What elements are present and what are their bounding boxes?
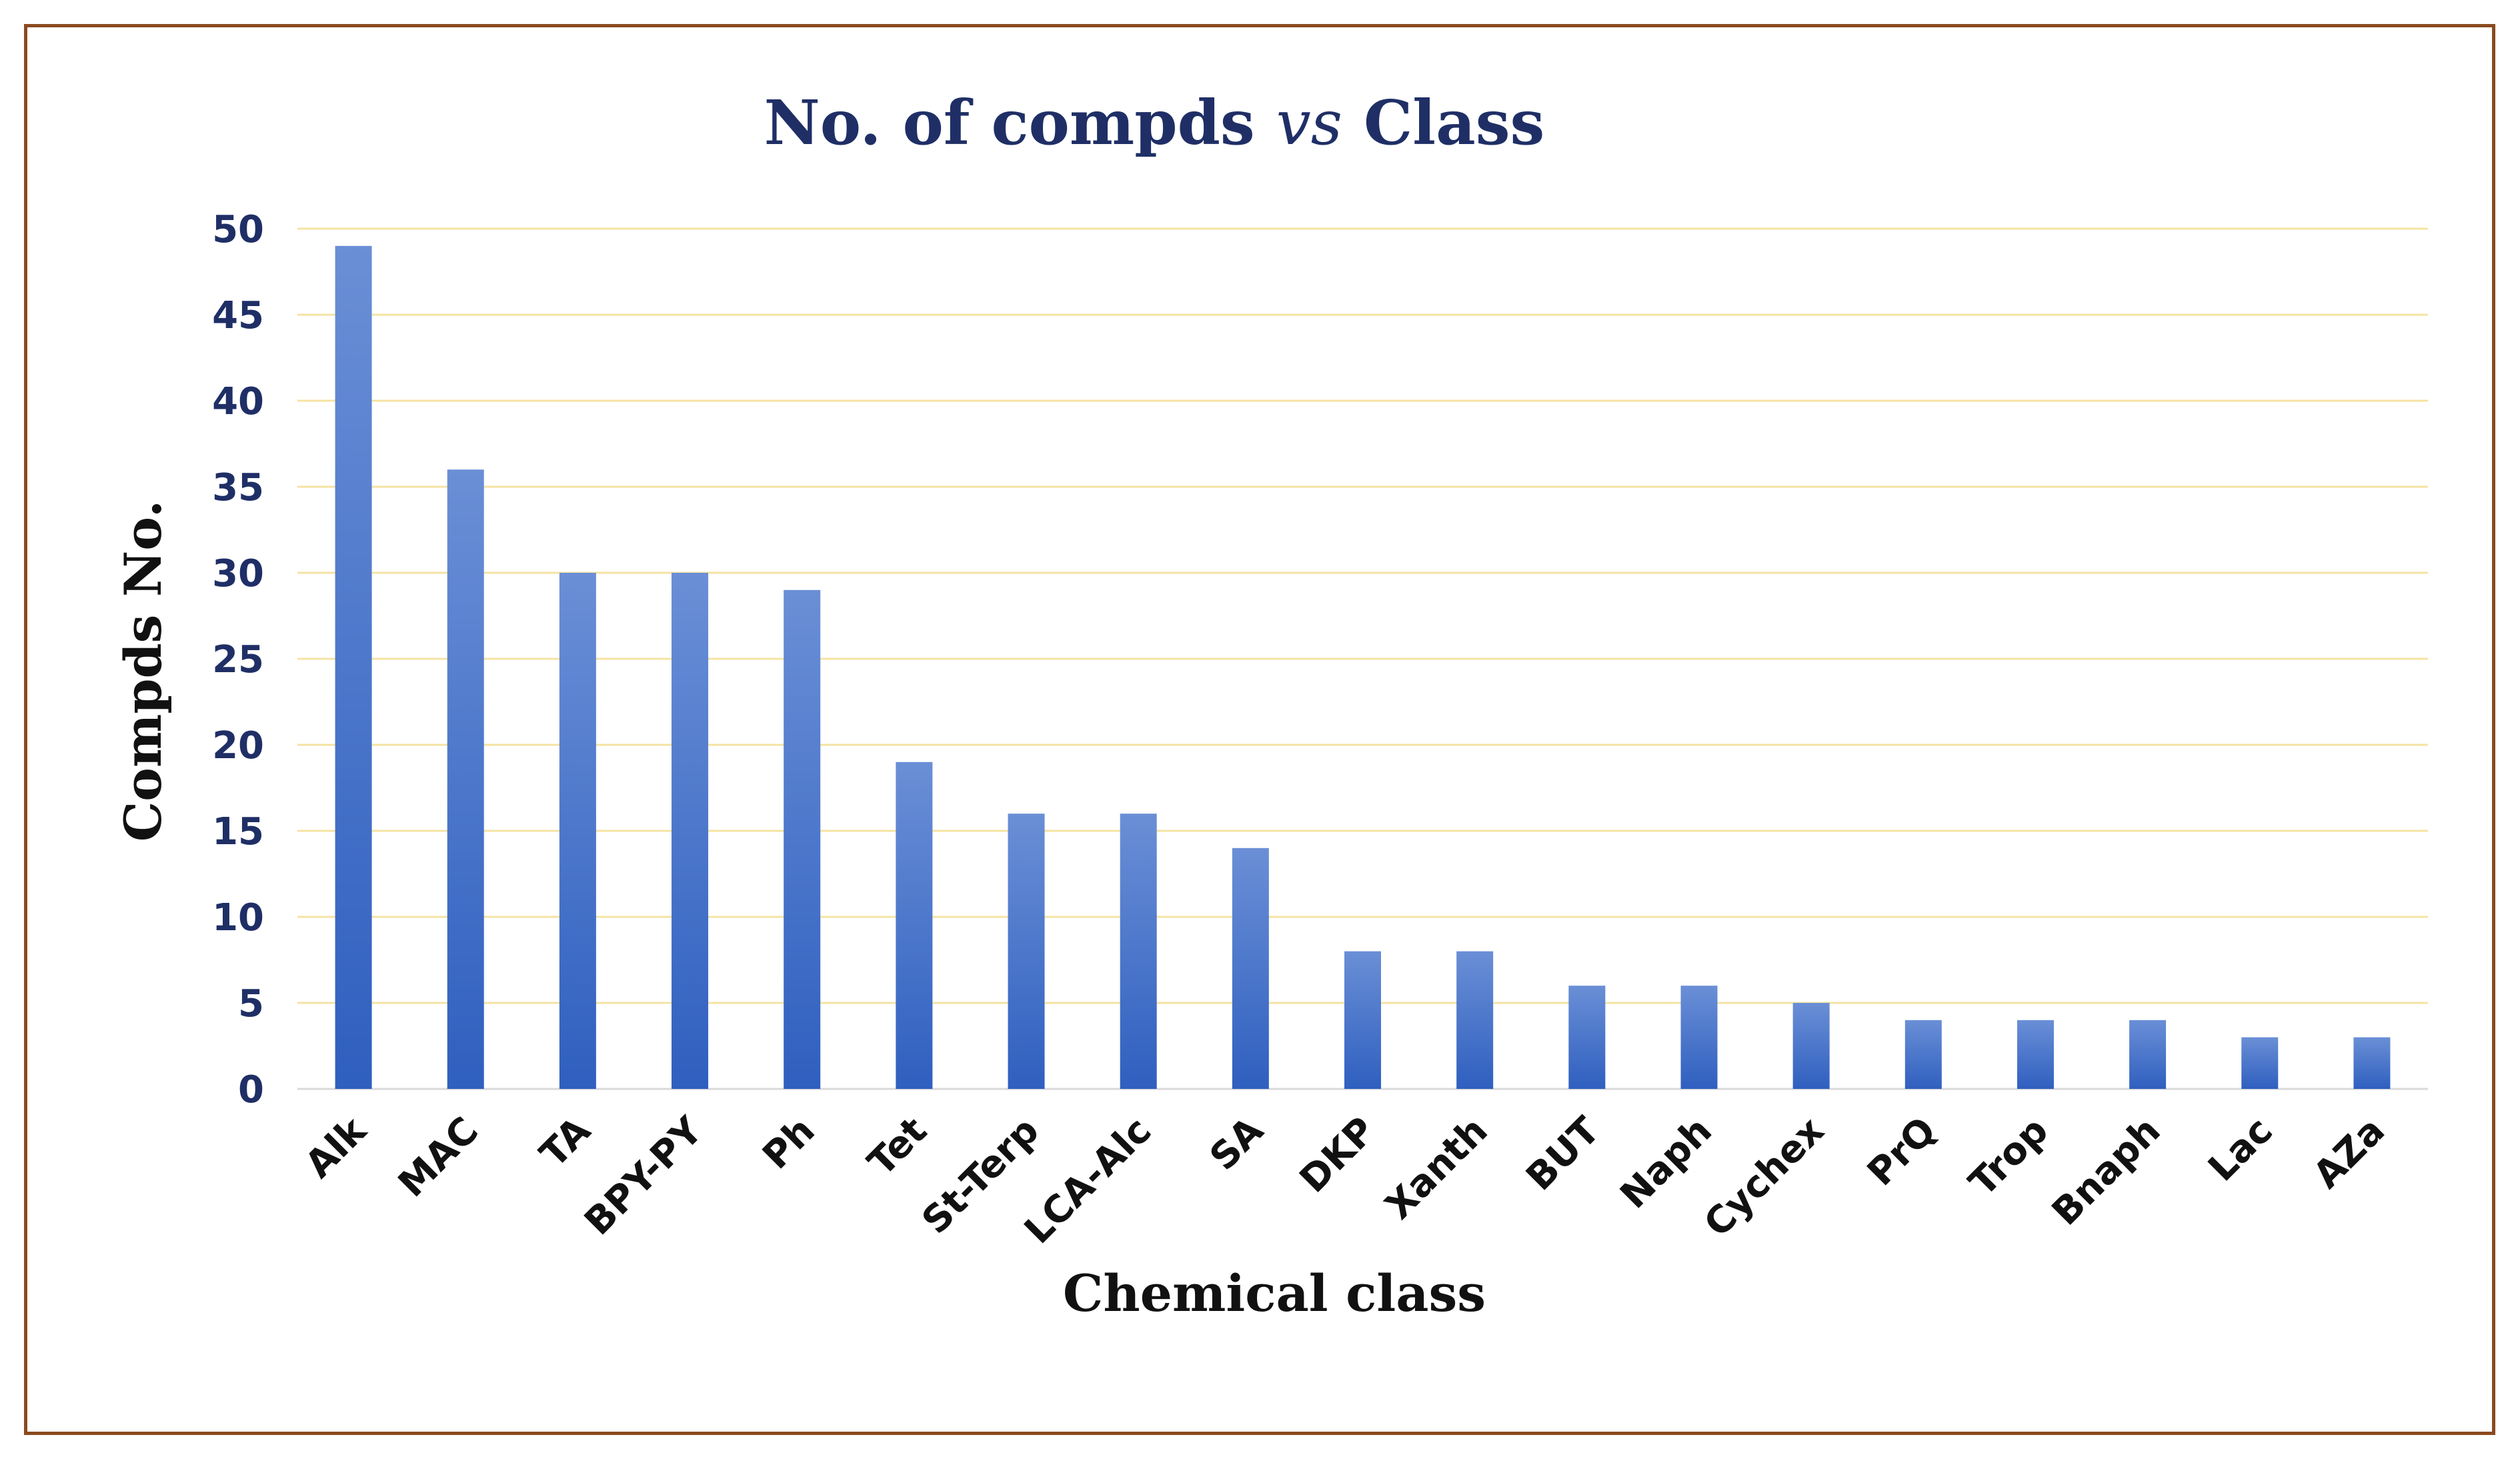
y-tick-label: 50 [212, 208, 264, 251]
y-tick-label: 30 [212, 552, 264, 595]
x-tick-label: AZa [2305, 1109, 2393, 1197]
x-tick-label: Alk [297, 1108, 375, 1187]
bar-mac [447, 469, 484, 1089]
bar-tet [896, 762, 933, 1089]
y-tick-label: 20 [212, 724, 264, 768]
bar-ta [559, 573, 596, 1089]
y-tick-label: 25 [212, 638, 264, 681]
y-tick-label: 45 [212, 294, 264, 337]
chart-title: No. of compds vs Class [764, 87, 1545, 159]
bar-chart: No. of compds vs Class 0 5 10 15 20 25 30 35 40 4… [113, 87, 2428, 1323]
x-tick-label: SA [1202, 1108, 1272, 1179]
x-tick-label: Cychex [1696, 1109, 1832, 1246]
x-tick-label: Bnaph [2044, 1109, 2169, 1234]
x-tick-label: Naph [1612, 1109, 1720, 1217]
bars [335, 245, 2391, 1089]
bar-sa [1232, 848, 1269, 1089]
x-tick-label: PrQ [1859, 1109, 1945, 1194]
chart-title-italic: vs [1276, 87, 1342, 159]
chart-frame: No. of compds vs Class 0 5 10 15 20 25 30 35 40 4… [24, 24, 2495, 1435]
bar-bnaph [2129, 1020, 2167, 1089]
bar-cychex [1792, 1003, 1830, 1089]
y-tick-label: 10 [212, 896, 264, 940]
x-tick-label: DKP [1292, 1109, 1384, 1202]
x-tick-label: BPY-PY [576, 1108, 712, 1244]
bar-xanth [1456, 951, 1494, 1089]
bar-naph [1680, 986, 1718, 1089]
y-axis-title: Compds No. [113, 500, 173, 842]
x-tick-label: Tet [860, 1109, 936, 1185]
bar-lac [2241, 1037, 2279, 1089]
bar-aza [2353, 1037, 2391, 1089]
x-tick-label: Lac [2200, 1109, 2281, 1190]
y-tick-label: 40 [212, 380, 264, 423]
bar-lca-alc [1120, 814, 1157, 1089]
y-tick-label: 0 [238, 1068, 264, 1112]
x-tick-label: Xanth [1377, 1109, 1496, 1228]
x-tick-label: Ph [754, 1109, 823, 1178]
bar-but [1568, 986, 1606, 1089]
bar-alk [335, 245, 372, 1089]
gridlines [297, 227, 2428, 1090]
y-tick-label: 5 [238, 982, 264, 1026]
x-tick-label: TA [532, 1108, 599, 1176]
bar-prq [1905, 1020, 1942, 1089]
chart-title-suffix: Class [1342, 87, 1544, 159]
bar-bpy-py [672, 573, 709, 1089]
bar-dkp [1344, 951, 1381, 1089]
bar-ph [784, 589, 821, 1089]
x-tick-label: Trop [1961, 1109, 2057, 1205]
y-tick-label: 35 [212, 466, 264, 509]
y-tick-label: 15 [212, 810, 264, 854]
x-axis-title: Chemical class [1063, 1264, 1486, 1323]
bar-st-terp [1008, 814, 1045, 1089]
chart-title-main: No. of compds [764, 87, 1276, 159]
x-tick-label: BUT [1518, 1109, 1608, 1199]
y-tick-labels: 0 5 10 15 20 25 30 35 40 45 50 [212, 208, 264, 1112]
bar-trop [2017, 1020, 2054, 1089]
x-tick-label: MAC [390, 1109, 487, 1206]
